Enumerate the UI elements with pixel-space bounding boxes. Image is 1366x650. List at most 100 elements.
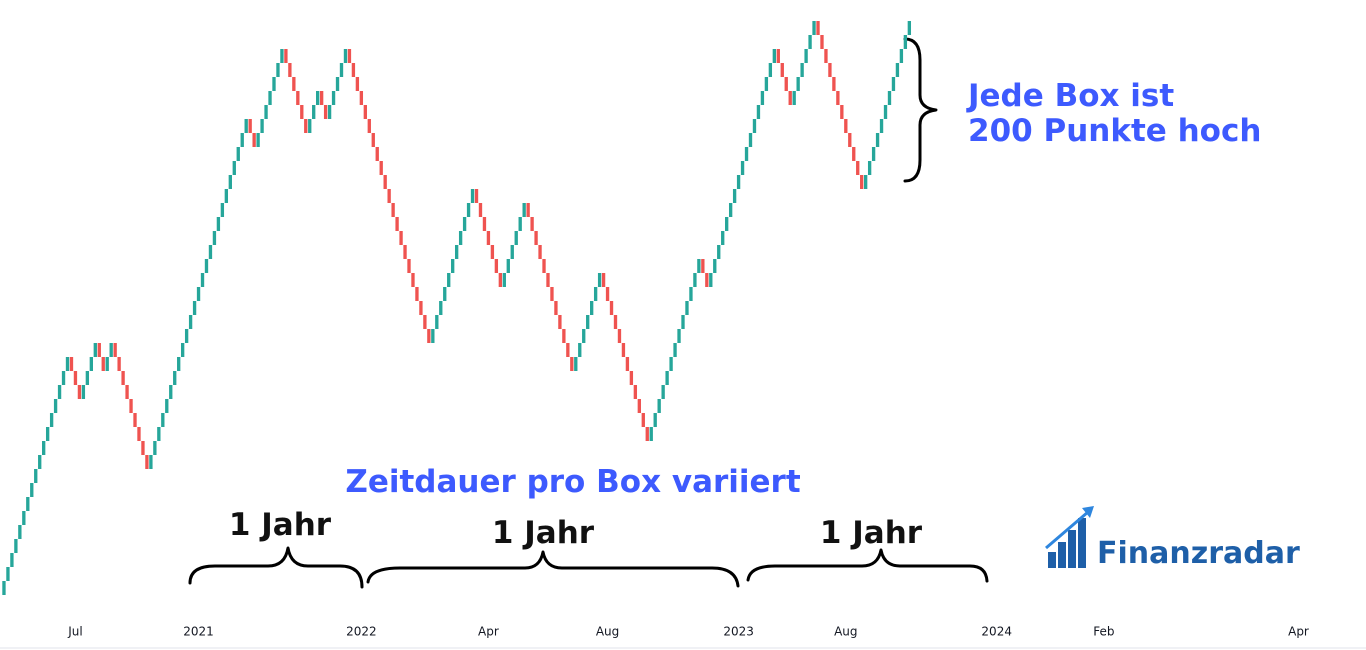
renko-box [208, 245, 213, 259]
annotation: Zeitdauer pro Box variiert [345, 464, 800, 500]
renko-box [101, 357, 105, 371]
renko-box [129, 399, 133, 413]
x-tick-label: Aug [834, 625, 857, 639]
renko-box [681, 315, 685, 329]
renko-box [645, 427, 649, 441]
renko-box [451, 259, 455, 273]
renko-box [327, 105, 332, 119]
renko-box [73, 371, 78, 385]
renko-box [840, 105, 844, 119]
renko-box [244, 119, 248, 133]
x-tick-label: 2024 [981, 625, 1012, 639]
renko-box [466, 203, 471, 217]
renko-box [633, 385, 638, 399]
x-tick-label: Jul [67, 625, 82, 639]
renko-box [478, 203, 483, 217]
renko-box [792, 91, 796, 105]
renko-box [518, 217, 522, 231]
x-tick-label: Aug [596, 625, 619, 639]
renko-box [820, 35, 824, 49]
renko-box [689, 287, 693, 301]
renko-box [534, 231, 538, 245]
renko-box [732, 189, 737, 203]
renko-box [268, 91, 272, 105]
renko-box [165, 399, 169, 413]
renko-box [625, 357, 630, 371]
renko-box [431, 329, 435, 343]
renko-box [38, 455, 42, 469]
renko-box [856, 161, 860, 175]
renko-box [81, 385, 86, 399]
renko-box [780, 63, 784, 77]
renko-box [196, 287, 201, 301]
renko-box [879, 119, 884, 133]
renko-box [228, 175, 232, 189]
renko-box [173, 371, 177, 385]
renko-box [728, 203, 733, 217]
renko-box [77, 385, 82, 399]
renko-box [113, 343, 117, 357]
renko-box [323, 105, 328, 119]
renko-box [383, 175, 387, 189]
renko-box [296, 91, 300, 105]
renko-box [161, 413, 165, 427]
renko-box [907, 21, 912, 35]
renko-box [387, 189, 391, 203]
renko-box [204, 259, 209, 273]
renko-box [276, 63, 280, 77]
renko-box [391, 203, 395, 217]
renko-box [375, 147, 379, 161]
renko-box [808, 35, 812, 49]
renko-box [415, 287, 419, 301]
renko-box [347, 49, 352, 63]
renko-box [828, 63, 832, 77]
renko-box [736, 175, 741, 189]
renko-box [701, 259, 705, 273]
renko-box [867, 161, 872, 175]
brace [903, 37, 938, 183]
renko-box [653, 413, 657, 427]
renko-box [578, 343, 582, 357]
renko-box [423, 315, 427, 329]
renko-box [740, 161, 745, 175]
renko-box [240, 133, 244, 147]
renko-box [121, 371, 125, 385]
renko-box [105, 357, 109, 371]
renko-box [844, 119, 848, 133]
renko-box [447, 273, 451, 287]
x-tick-label: 2021 [183, 625, 214, 639]
renko-box [272, 77, 276, 91]
renko-box [784, 77, 788, 91]
annotation: 1 Jahr [492, 515, 595, 551]
renko-box [458, 231, 463, 245]
renko-box [490, 245, 495, 259]
renko-box [145, 455, 149, 469]
renko-box [133, 413, 137, 427]
renko-box [93, 343, 97, 357]
renko-box [85, 371, 90, 385]
renko-box [816, 21, 820, 35]
annotation: 1 Jahr [229, 507, 332, 543]
renko-box [709, 273, 713, 287]
renko-box [331, 91, 336, 105]
renko-box [212, 231, 217, 245]
renko-box [10, 553, 14, 567]
renko-box [502, 273, 506, 287]
renko-box [177, 357, 181, 371]
renko-box [562, 329, 566, 343]
renko-box [848, 133, 852, 147]
renko-box [498, 273, 503, 287]
renko-box [61, 371, 66, 385]
annotation: Jede Box ist [966, 78, 1174, 114]
renko-box [875, 133, 880, 147]
renko-box [768, 63, 773, 77]
renko-box [863, 175, 868, 189]
renko-box [852, 147, 856, 161]
renko-box [713, 259, 717, 273]
renko-box [284, 49, 288, 63]
brace [188, 546, 364, 589]
renko-box [248, 119, 252, 133]
renko-box [530, 217, 534, 231]
renko-box [510, 245, 514, 259]
renko-box [343, 49, 348, 63]
